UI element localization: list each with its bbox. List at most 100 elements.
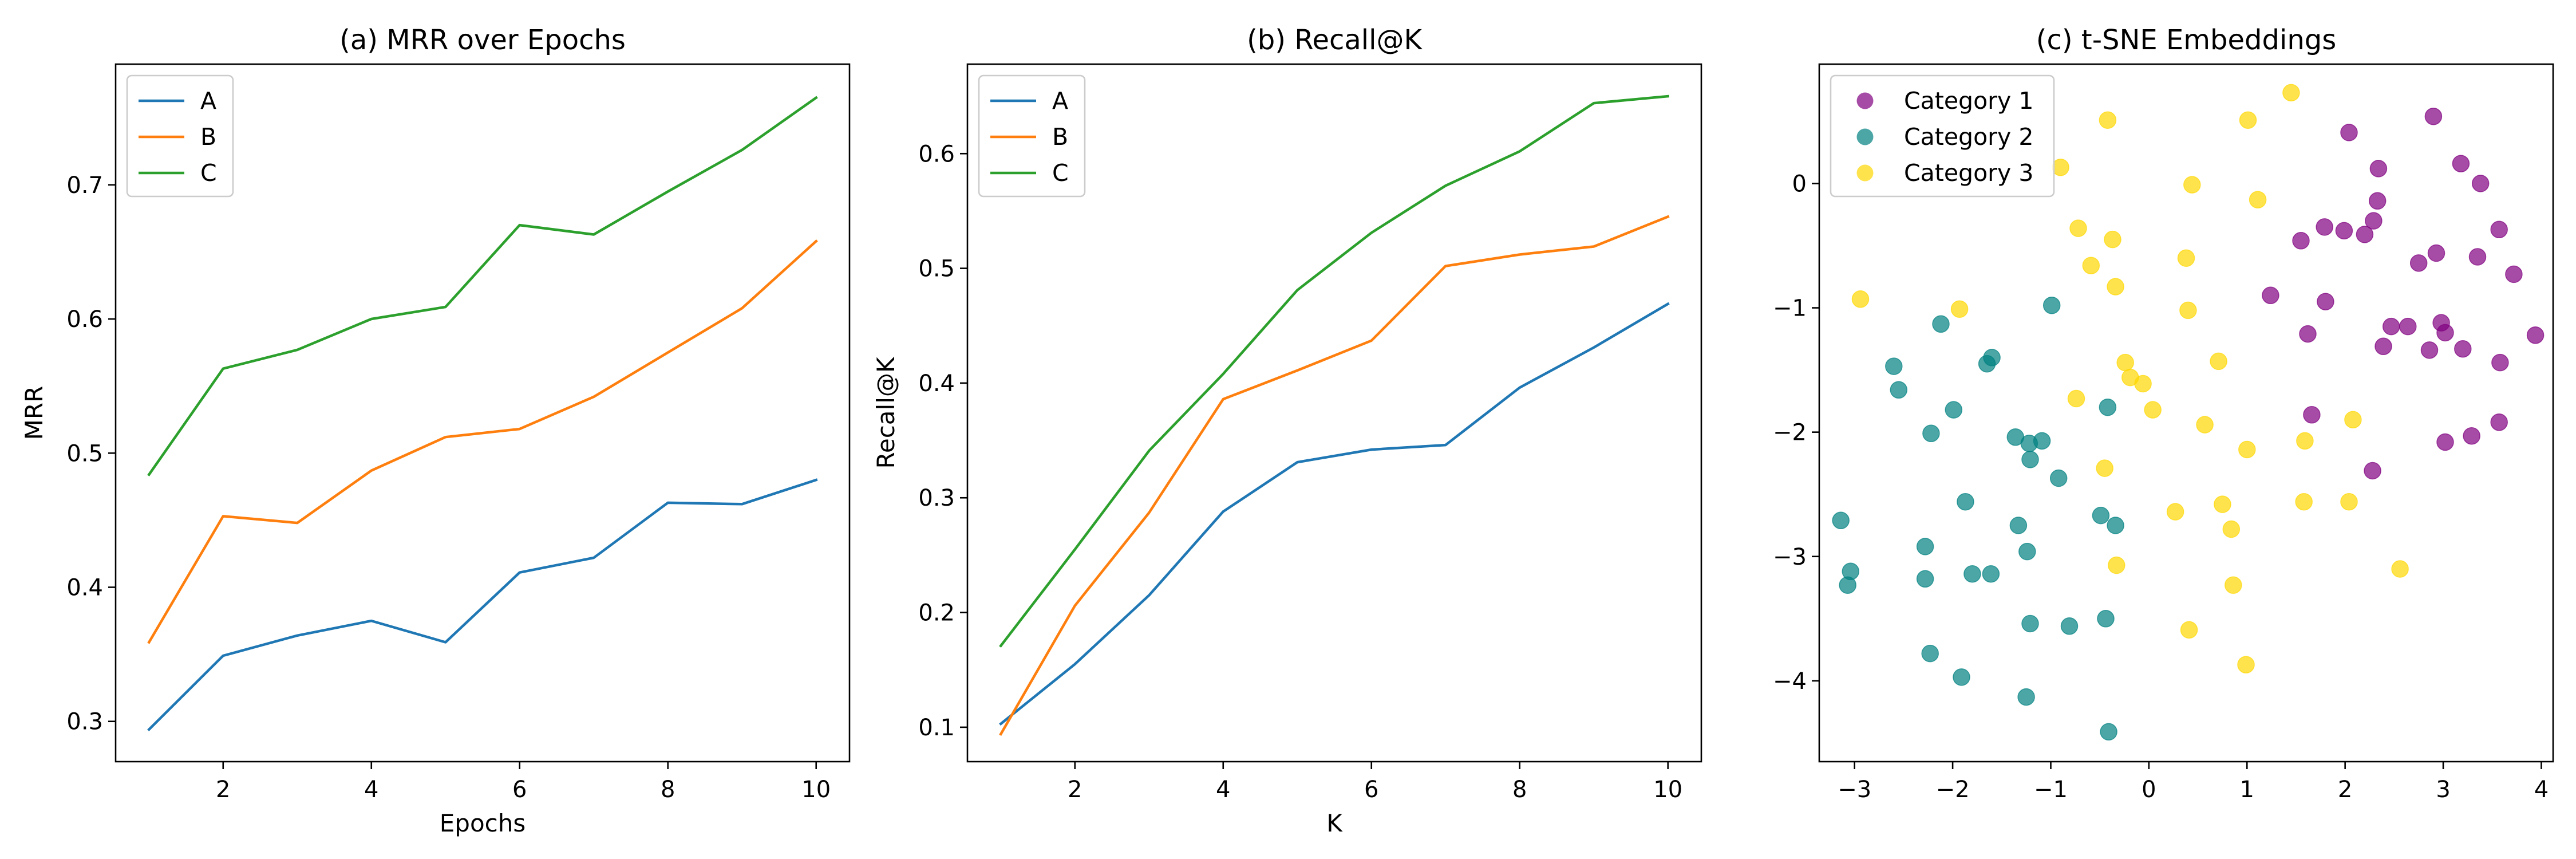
legend-label: A: [1052, 87, 1068, 115]
axes-frame: [114, 63, 851, 763]
chart-panel-3: (c) t-SNE Embeddings −3 −2 −1 0 1 2 3 4 −4 −3 −2 −1 0…: [1773, 24, 2554, 803]
scatter-point-category-3: [2107, 278, 2124, 295]
y-tick-label: 0.2: [918, 600, 955, 626]
axes-frame: [1818, 63, 2554, 763]
scatter-point-category-1: [2526, 326, 2545, 344]
scatter-point-category-1: [2505, 265, 2523, 283]
scatter-point-category-2: [2097, 610, 2115, 628]
scatter-point-category-1: [2427, 244, 2445, 262]
scatter-point-category-1: [2299, 325, 2317, 343]
legend: ABC: [126, 74, 234, 198]
scatter-point-category-2: [1916, 538, 1934, 555]
scatter-point-category-1: [2335, 222, 2353, 240]
scatter-point-category-2: [2009, 517, 2028, 534]
scatter-point-category-1: [2374, 337, 2392, 356]
legend-swatch: [1856, 164, 1874, 182]
scatter-point-category-1: [2471, 175, 2490, 192]
legend: Category 1 Category 2 Category 3: [1830, 74, 2055, 198]
legend-label: A: [200, 87, 216, 115]
scatter-point-category-1: [2365, 212, 2383, 230]
x-tick-label: 8: [1512, 777, 1527, 803]
scatter-point-category-2: [2100, 723, 2117, 741]
legend-swatch: [1856, 128, 1874, 145]
y-tick-label: 0.5: [918, 256, 955, 282]
scatter-point-category-1: [2364, 462, 2381, 480]
legend-label: B: [1052, 123, 1068, 151]
scatter-point-category-2: [2107, 517, 2124, 534]
scatter-point-category-3: [2249, 191, 2267, 208]
scatter-point-category-3: [2134, 375, 2152, 393]
chart-title: (a) MRR over Epochs: [339, 24, 626, 56]
scatter-point-category-1: [2317, 293, 2334, 310]
plot-area: [1832, 84, 2545, 741]
scatter-point-category-2: [1839, 576, 1856, 594]
scatter-point-category-1: [2424, 107, 2443, 125]
scatter-point-category-2: [1963, 565, 1981, 583]
scatter-point-category-2: [1885, 357, 1903, 375]
series-line-a: [999, 302, 1670, 726]
scatter-point-category-3: [2177, 249, 2195, 267]
x-tick-label: 6: [1364, 777, 1378, 803]
scatter-point-category-1: [2454, 340, 2472, 358]
scatter-point-category-3: [1851, 290, 1870, 308]
y-tick-label: 0.4: [66, 575, 103, 601]
plot-area: [147, 96, 818, 731]
scatter-point-category-1: [2368, 192, 2387, 210]
scatter-point-category-2: [1953, 668, 1970, 686]
scatter-point-category-1: [2452, 155, 2470, 172]
scatter-point-category-1: [2463, 427, 2480, 445]
y-tick-label: 0.1: [918, 715, 955, 741]
scatter-point-category-1: [2356, 226, 2374, 243]
x-tick-label: 4: [2534, 777, 2549, 803]
scatter-point-category-3: [2096, 459, 2113, 477]
legend-label: C: [1052, 159, 1069, 187]
x-tick-label: 0: [2142, 777, 2156, 803]
scatter-point-category-1: [2369, 160, 2388, 178]
scatter-point-category-3: [2282, 84, 2300, 102]
x-tick-label: 8: [661, 777, 675, 803]
legend-label: Category 2: [1904, 123, 2033, 151]
x-tick-label: 10: [1653, 777, 1682, 803]
x-tick-label: 2: [2338, 777, 2352, 803]
chart-panel-2: (b) Recall@K 2 4 6 8 10 0.1 0.2 0.3 0.4 0.5 0.6 K Rec…: [872, 24, 1702, 837]
scatter-point-category-3: [2099, 111, 2117, 129]
scatter-point-category-3: [1950, 300, 1969, 318]
scatter-point-category-1: [2399, 317, 2417, 336]
scatter-point-category-2: [1945, 401, 1963, 419]
y-tick-label: 0.5: [66, 440, 103, 467]
scatter-point-category-2: [2021, 451, 2039, 468]
series-line-c: [999, 94, 1670, 648]
scatter-point-category-1: [2316, 218, 2333, 236]
scatter-point-category-2: [2092, 506, 2110, 525]
y-tick-label: −4: [1773, 668, 1807, 695]
y-tick-label: 0.3: [918, 485, 955, 511]
x-tick-label: −2: [1936, 777, 1970, 803]
scatter-point-category-2: [2049, 469, 2068, 487]
series-line-b: [999, 215, 1670, 736]
y-axis-label: MRR: [20, 386, 48, 440]
scatter-point-category-2: [2021, 614, 2039, 633]
legend-label: Category 3: [1904, 159, 2033, 187]
plot-area: [999, 94, 1670, 736]
x-tick-label: 6: [512, 777, 527, 803]
scatter-point-category-3: [2144, 401, 2162, 419]
series-line-c: [147, 96, 818, 476]
legend-label: B: [200, 123, 216, 151]
y-tick-label: −2: [1773, 420, 1807, 446]
scatter-point-category-3: [2183, 176, 2201, 194]
scatter-point-category-3: [2067, 389, 2085, 408]
chart-title: (b) Recall@K: [1247, 24, 1423, 56]
y-tick-label: −3: [1773, 544, 1807, 570]
y-tick-label: 0.7: [66, 172, 103, 199]
scatter-point-category-2: [2099, 398, 2117, 416]
x-tick-label: 2: [1068, 777, 1082, 803]
scatter-point-category-1: [2491, 353, 2509, 372]
scatter-point-category-3: [2108, 556, 2125, 574]
x-tick-label: −1: [2034, 777, 2068, 803]
y-axis-label: Recall@K: [872, 356, 900, 468]
legend-label: C: [200, 159, 217, 187]
scatter-point-category-2: [2018, 542, 2036, 561]
x-tick-label: 1: [2240, 777, 2254, 803]
scatter-point-category-3: [2116, 353, 2134, 372]
scatter-point-category-1: [2490, 220, 2508, 239]
